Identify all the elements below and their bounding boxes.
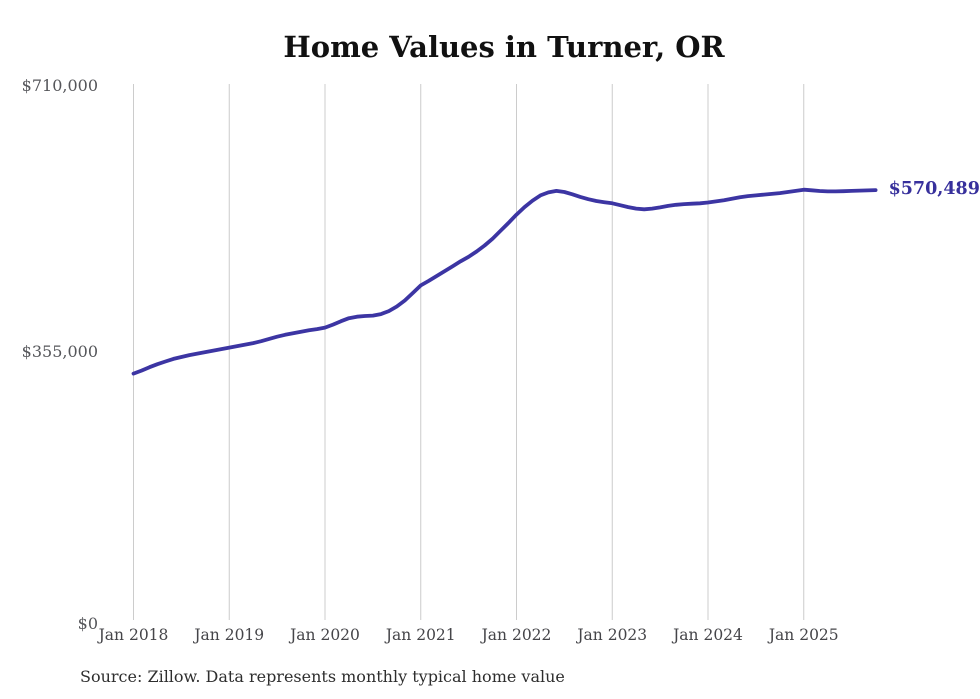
y-tick-label-355k: $355,000 <box>21 342 98 361</box>
x-tick-label: Jan 2018 <box>98 626 169 644</box>
home-value-line <box>131 187 878 376</box>
current-value-label: $570,489 <box>888 179 980 200</box>
x-tick-label: Jan 2023 <box>577 626 648 644</box>
x-tick-label: Jan 2020 <box>290 626 360 644</box>
x-tick-label: Jan 2021 <box>385 626 456 644</box>
source-note: Source: Zillow. Data represents monthly … <box>80 667 565 686</box>
y-tick-label-0: $0 <box>77 614 98 633</box>
gridlines <box>133 84 805 620</box>
x-tick-label: Jan 2024 <box>673 626 743 644</box>
chart-title: Home Values in Turner, OR <box>283 30 725 64</box>
x-tick-label: Jan 2019 <box>194 626 265 644</box>
y-tick-label-710k: $710,000 <box>21 76 98 95</box>
x-tick-label: Jan 2025 <box>768 626 839 644</box>
x-tick-label: Jan 2022 <box>481 626 552 644</box>
